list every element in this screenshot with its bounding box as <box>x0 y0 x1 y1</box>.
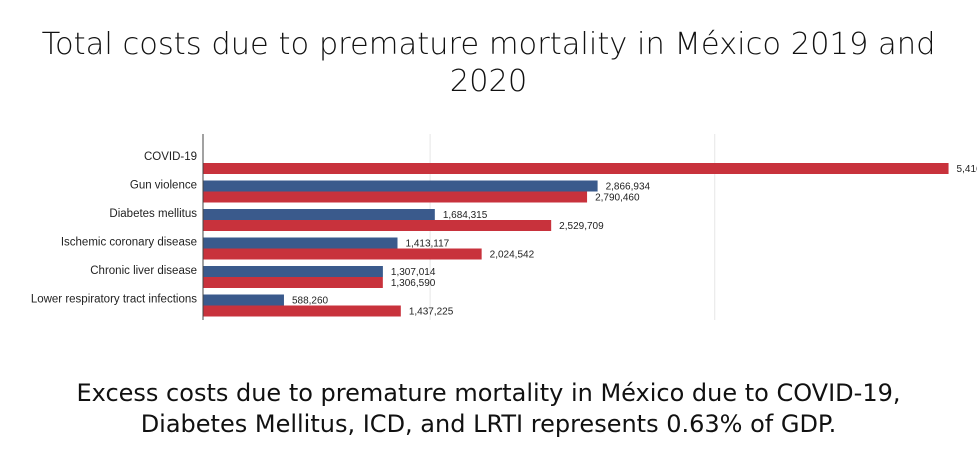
bar <box>203 277 383 288</box>
category-label: Chronic liver disease <box>90 265 197 277</box>
data-label: 1,684,315 <box>443 210 488 221</box>
bar <box>203 248 482 260</box>
data-label: 1,413,117 <box>405 239 449 250</box>
data-label: 2,866,934 <box>606 182 651 193</box>
chart-svg: COVID-195,416,831Gun violence2,866,9342,… <box>31 134 977 320</box>
bar <box>203 237 398 249</box>
category-label: Gun violence <box>130 180 197 192</box>
data-label: 2,529,709 <box>559 221 604 232</box>
footnote: Excess costs due to premature mortality … <box>76 379 901 438</box>
bar-chart: COVID-195,416,831Gun violence2,866,9342,… <box>0 130 977 330</box>
bar <box>203 209 435 220</box>
bar <box>203 266 383 277</box>
bar <box>203 191 588 203</box>
data-label: 1,437,225 <box>409 307 454 318</box>
category-label: Diabetes mellitus <box>109 208 197 220</box>
category-label: COVID-19 <box>144 151 197 163</box>
category-label: Lower respiratory tract infections <box>31 294 197 306</box>
data-label: 1,307,014 <box>391 267 436 278</box>
bar <box>203 294 284 306</box>
category-label: Ischemic coronary disease <box>61 237 197 249</box>
data-label: 1,306,590 <box>391 278 436 289</box>
data-label: 5,416,831 <box>957 164 977 175</box>
data-label: 588,260 <box>292 296 329 307</box>
data-label: 2,024,542 <box>490 250 535 261</box>
bar <box>203 163 949 174</box>
bar <box>203 180 598 192</box>
bar <box>203 305 401 317</box>
bar <box>203 220 552 231</box>
data-label: 2,790,460 <box>595 193 640 204</box>
page-title: Total costs due to premature mortality i… <box>41 27 936 99</box>
